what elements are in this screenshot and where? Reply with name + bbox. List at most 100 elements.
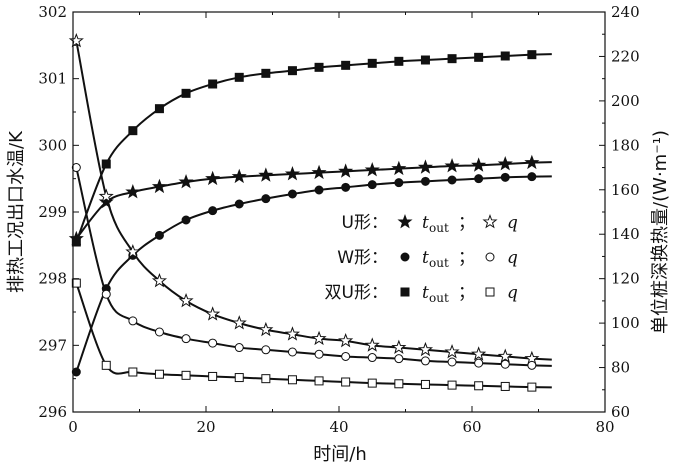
legend-tout: t — [422, 248, 429, 268]
data-point — [234, 343, 244, 353]
y-left-tick-label: 296 — [38, 403, 67, 421]
data-point — [524, 154, 540, 170]
data-point — [447, 54, 457, 64]
data-point — [391, 339, 407, 354]
data-point — [314, 62, 324, 72]
data-point — [394, 354, 404, 364]
data-point — [261, 68, 271, 78]
y-right-tick-label: 220 — [611, 47, 640, 65]
data-point — [341, 377, 351, 387]
legend-label: W形： — [337, 248, 388, 268]
data-point — [341, 60, 351, 70]
data-point — [258, 167, 274, 182]
data-point — [287, 66, 297, 76]
y-axis-right-label: 单位桩深换热量/(W·m⁻¹) — [650, 130, 671, 334]
legend-separator: ； — [458, 248, 475, 268]
plot-frame — [72, 11, 606, 413]
data-point — [98, 188, 114, 203]
y-left-tick-label: 300 — [38, 136, 67, 154]
data-point — [420, 176, 430, 186]
data-point — [474, 52, 484, 62]
y-axis-left-label: 排热工况出口水温/K — [6, 130, 27, 293]
data-point — [311, 330, 327, 346]
data-point — [447, 380, 457, 390]
legend-q: q — [507, 248, 518, 268]
data-point — [234, 199, 244, 209]
y-right-tick-label: 200 — [611, 92, 640, 110]
data-point — [258, 321, 274, 337]
data-point — [284, 166, 301, 181]
data-point — [284, 326, 301, 341]
data-point — [181, 370, 191, 380]
legend-marker-tout — [400, 252, 410, 262]
data-point — [208, 206, 218, 216]
data-point — [154, 104, 164, 114]
data-point — [101, 289, 111, 299]
legend-label: 双U形： — [325, 283, 388, 303]
data-point — [151, 272, 168, 288]
data-point — [447, 175, 457, 185]
data-point — [125, 184, 141, 199]
x-tick-label: 0 — [68, 418, 78, 436]
y-right-tick-label: 140 — [611, 225, 640, 243]
data-point — [500, 359, 510, 369]
data-point — [101, 159, 111, 169]
legend-q: q — [507, 213, 518, 233]
series-5 — [71, 278, 552, 392]
data-point — [261, 374, 271, 384]
data-point — [178, 292, 194, 308]
data-point — [128, 126, 138, 136]
data-point — [367, 58, 377, 68]
data-point — [314, 349, 324, 359]
data-point — [154, 369, 164, 379]
data-point — [205, 170, 221, 186]
series-layer — [68, 32, 552, 392]
data-point — [287, 347, 297, 357]
x-tick-label: 20 — [196, 418, 215, 436]
data-point — [178, 174, 194, 189]
legend-tout-sub: out — [429, 256, 449, 270]
series-line — [75, 40, 552, 361]
data-point — [471, 346, 487, 361]
legend-tout: t — [422, 283, 429, 303]
data-point — [471, 157, 487, 172]
data-point — [71, 367, 81, 377]
data-point — [338, 163, 354, 178]
data-point — [417, 341, 434, 357]
x-tick-label: 60 — [462, 418, 481, 436]
y-left-tick-label: 301 — [38, 70, 67, 88]
legend-marker-q — [485, 287, 495, 297]
data-point — [71, 237, 81, 247]
data-point — [474, 381, 484, 391]
data-point — [527, 50, 537, 60]
series-1 — [71, 172, 552, 377]
data-point — [394, 178, 404, 188]
data-point — [311, 164, 327, 180]
data-point — [367, 353, 377, 363]
series-0 — [68, 154, 552, 246]
data-point — [527, 172, 537, 182]
data-point — [527, 360, 537, 370]
legend-tout-sub: out — [429, 291, 449, 305]
data-point — [234, 72, 244, 82]
series-line — [75, 161, 552, 240]
y-right-tick-label: 160 — [611, 181, 640, 199]
y-left-tick-label: 302 — [38, 3, 67, 21]
x-axis-label: 时间/h — [313, 444, 366, 465]
data-point — [500, 381, 510, 391]
y-right-tick-label: 60 — [611, 403, 630, 421]
y-left-tick-label: 299 — [38, 203, 67, 221]
data-point — [154, 327, 164, 337]
data-point — [341, 351, 351, 361]
series-4 — [71, 163, 552, 370]
data-point — [338, 332, 354, 348]
data-point — [341, 182, 351, 192]
data-point — [234, 373, 244, 383]
data-point — [231, 168, 247, 184]
data-point — [500, 51, 510, 61]
data-point — [261, 345, 271, 355]
axes-layer: 0 20 40 60 802962972982993003013026080100120… — [38, 3, 639, 436]
series-line — [75, 282, 552, 389]
data-point — [181, 334, 191, 344]
legend-marker-tout — [397, 214, 413, 229]
